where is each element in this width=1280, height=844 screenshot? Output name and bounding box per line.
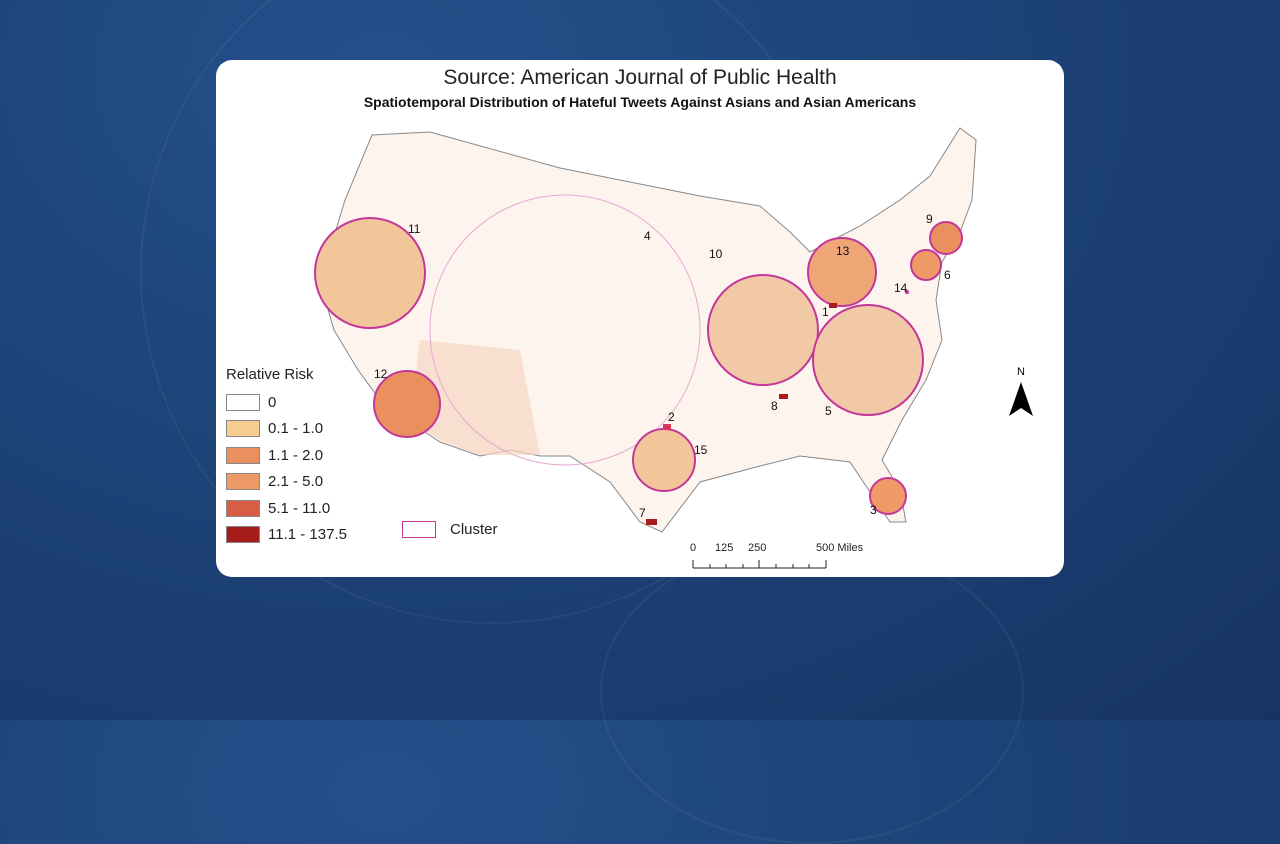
legend-label: 0.1 - 1.0	[268, 420, 324, 438]
legend-label: Cluster	[450, 521, 498, 538]
cluster-label: 14	[894, 281, 908, 295]
legend-label: 1.1 - 2.0	[268, 446, 324, 464]
cluster-14-marker	[905, 290, 909, 294]
legend-label: 5.1 - 11.0	[268, 499, 331, 517]
legend-item: 11.1 - 137.5	[226, 522, 347, 549]
cluster-7-marker	[646, 519, 657, 525]
cluster-3-circle	[869, 477, 907, 515]
legend-swatch	[226, 526, 260, 544]
cluster-label: 10	[709, 247, 723, 261]
cluster-label: 4	[644, 229, 651, 243]
north-arrow: N	[1006, 366, 1036, 421]
north-label: N	[1017, 366, 1025, 378]
cluster-label: 2	[668, 410, 675, 424]
legend-item: 1.1 - 2.0	[226, 442, 347, 469]
cluster-label: 6	[944, 268, 951, 282]
legend-cluster: Cluster	[402, 521, 498, 538]
legend-item: 2.1 - 5.0	[226, 469, 347, 496]
cluster-label: 3	[870, 503, 877, 517]
scale-tick-label: 0	[690, 542, 697, 554]
map-title: Spatiotemporal Distribution of Hateful T…	[363, 94, 917, 110]
cluster-label: 8	[771, 399, 778, 413]
cluster-label: 9	[926, 212, 933, 226]
legend-swatch	[226, 420, 260, 438]
cluster-1-marker	[829, 303, 837, 308]
cluster-label: 7	[639, 506, 646, 520]
cluster-8-marker	[779, 394, 788, 399]
source-caption: Source: American Journal of Public Healt…	[443, 66, 837, 89]
legend-item: 0.1 - 1.0	[226, 416, 347, 443]
scale-tick-label: 250	[748, 542, 767, 554]
legend-item: 0	[226, 389, 347, 416]
scale-bar: 0 125 250 500 Miles	[690, 542, 863, 572]
cluster-label: 11	[408, 222, 421, 236]
legend: Relative Risk 0 0.1 - 1.0 1.1 - 2.0 2.1 …	[226, 366, 347, 548]
legend-label: 2.1 - 5.0	[268, 473, 324, 491]
us-map: 1 2 3 4 5 6 7 8 9 10 11 12 13 14 15	[314, 127, 977, 533]
scale-tick-label: 500 Miles	[816, 542, 864, 554]
legend-item: 5.1 - 11.0	[226, 495, 347, 522]
cluster-swatch	[402, 521, 436, 538]
cluster-label: 5	[825, 404, 832, 418]
legend-swatch	[226, 393, 260, 411]
legend-swatch	[226, 446, 260, 464]
legend-label: 0	[268, 393, 277, 411]
scale-ruler	[692, 560, 827, 569]
cluster-5-circle	[812, 304, 924, 416]
legend-title: Relative Risk	[226, 366, 314, 383]
cluster-15-circle	[632, 428, 696, 492]
cluster-12-circle	[373, 370, 441, 438]
cluster-6-circle	[910, 249, 942, 281]
north-arrow-icon	[1009, 382, 1033, 416]
cluster-label: 1	[822, 305, 829, 319]
cluster-10-circle	[707, 274, 819, 386]
cluster-label: 12	[374, 367, 388, 381]
background-decoration	[600, 540, 1024, 844]
slide-card: Source: American Journal of Public Healt…	[216, 60, 1064, 577]
cluster-9-circle	[929, 221, 963, 255]
scale-tick-label: 125	[715, 542, 734, 554]
cluster-label: 15	[694, 443, 708, 457]
cluster-4-circle	[429, 194, 701, 466]
cluster-2-marker	[663, 424, 671, 430]
legend-label: 11.1 - 137.5	[268, 526, 347, 544]
southwest-shading	[410, 340, 540, 455]
cluster-11-circle	[314, 217, 426, 329]
legend-swatch	[226, 473, 260, 491]
cluster-13-circle	[807, 237, 877, 307]
cluster-label: 13	[836, 244, 850, 258]
legend-swatch	[226, 499, 260, 517]
